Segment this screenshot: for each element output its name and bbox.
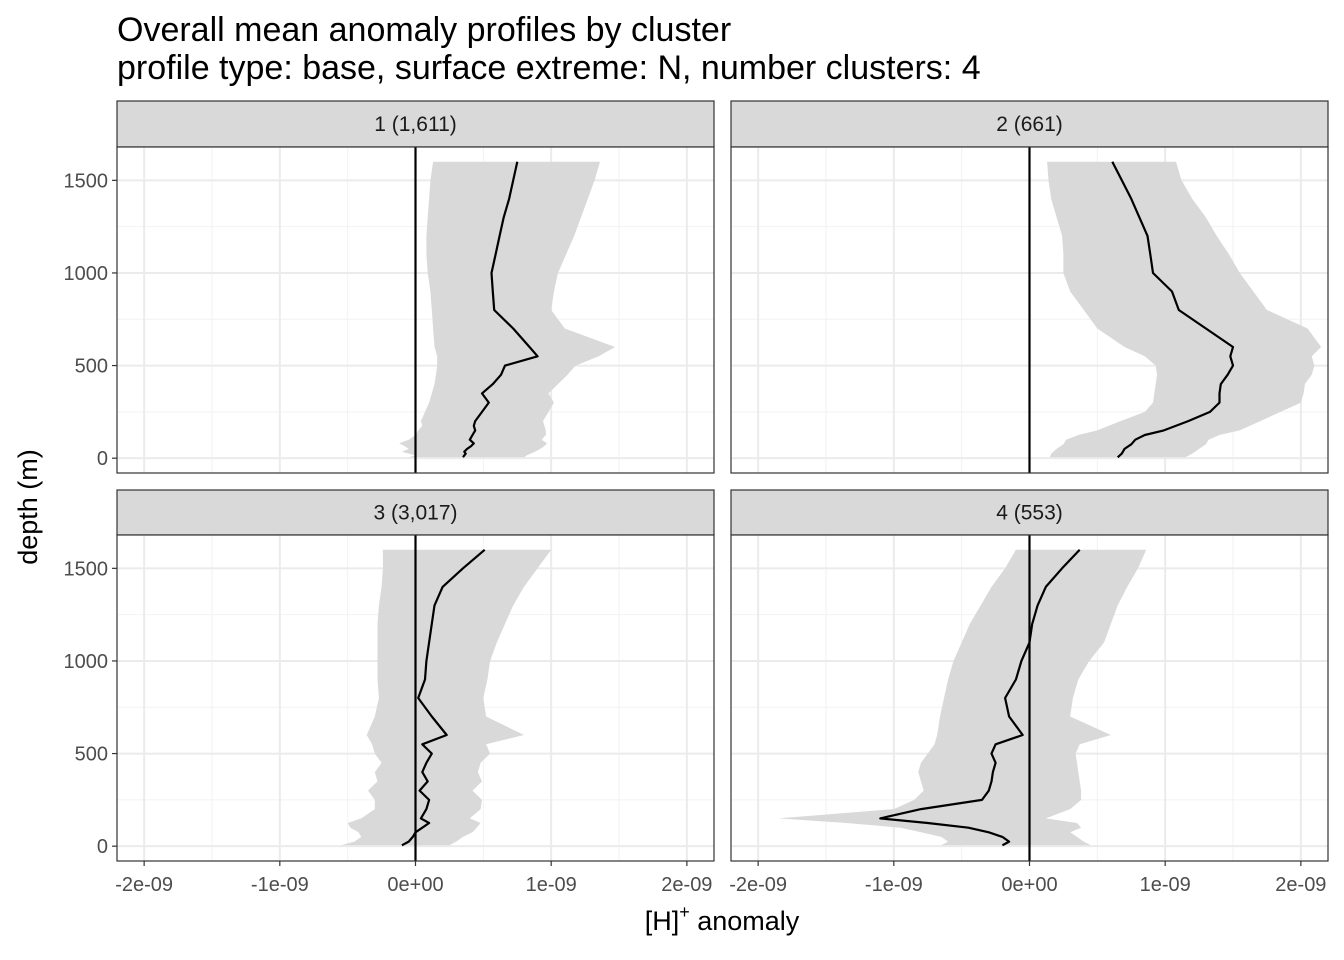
x-tick-label-3-2: 0e+00 xyxy=(387,874,443,896)
x-tick-label-3-0: -2e-09 xyxy=(115,874,173,896)
mean-profile-line-3 xyxy=(401,548,486,847)
facet-panel-1: 1 (1,611) xyxy=(116,100,715,474)
panel-border-2 xyxy=(730,146,1329,474)
panels-layer: 1 (1,611) 2 (661) 3 (3,017) 4 (553) xyxy=(116,100,1329,862)
chart-subtitle: profile type: base, surface extreme: N, … xyxy=(117,49,981,87)
anomaly-range-band-3 xyxy=(340,549,552,846)
y-tick-label-1-2: 1000 xyxy=(64,263,109,285)
facet-strip-label-3: 3 (3,017) xyxy=(373,502,457,525)
y-tick-label-1-3: 1500 xyxy=(64,170,109,192)
panel-border-1 xyxy=(116,146,715,474)
y-tick-label-3-3: 1500 xyxy=(64,558,109,580)
chart-title: Overall mean anomaly profiles by cluster xyxy=(117,11,731,49)
facet-strip-label-2: 2 (661) xyxy=(996,113,1063,136)
x-axis-title-base: [H] xyxy=(645,906,680,936)
x-tick-label-4-3: 1e-09 xyxy=(1140,874,1191,896)
facet-strip-3 xyxy=(116,489,715,536)
mean-profile-line-4 xyxy=(879,549,1081,847)
facet-strip-label-4: 4 (553) xyxy=(996,502,1063,525)
x-axis-title-superscript: + xyxy=(679,902,690,922)
facet-panel-4: 4 (553) xyxy=(730,489,1329,862)
anomaly-range-band-1 xyxy=(399,161,615,458)
y-axis-title: depth (m) xyxy=(13,449,43,565)
y-tick-label-3-0: 0 xyxy=(97,836,108,858)
x-tick-label-3-3: 1e-09 xyxy=(526,874,577,896)
facet-strip-1 xyxy=(116,100,715,148)
x-tick-label-3-4: 2e-09 xyxy=(661,874,712,896)
facet-strip-2 xyxy=(730,100,1329,148)
facet-strip-label-1: 1 (1,611) xyxy=(374,113,457,136)
mean-profile-line-2 xyxy=(1111,161,1235,459)
y-tick-label-1-1: 500 xyxy=(75,356,108,378)
facet-panel-2: 2 (661) xyxy=(730,100,1329,474)
y-tick-label-1-0: 0 xyxy=(97,448,108,470)
mean-profile-line-1 xyxy=(462,161,539,458)
y-tick-label-3-2: 1000 xyxy=(64,651,109,673)
x-tick-label-4-0: -2e-09 xyxy=(729,874,787,896)
axes-layer: 0 500 1000 1500 0 500 1000 1500 -2e-09 -1e-09 0e+0… xyxy=(64,170,1327,896)
facet-strip-4 xyxy=(730,489,1329,536)
x-axis-title-rest: anomaly xyxy=(690,906,800,936)
anomaly-range-band-2 xyxy=(1047,161,1322,458)
facet-panel-3: 3 (3,017) xyxy=(116,489,715,862)
x-tick-label-3-1: -1e-09 xyxy=(251,874,309,896)
x-tick-label-4-1: -1e-09 xyxy=(865,874,923,896)
x-tick-label-4-4: 2e-09 xyxy=(1275,874,1326,896)
x-tick-label-4-2: 0e+00 xyxy=(1001,874,1057,896)
anomaly-range-band-4 xyxy=(778,549,1147,846)
x-axis-title: [H]+ anomaly xyxy=(645,902,800,936)
y-tick-label-3-1: 500 xyxy=(75,744,108,766)
